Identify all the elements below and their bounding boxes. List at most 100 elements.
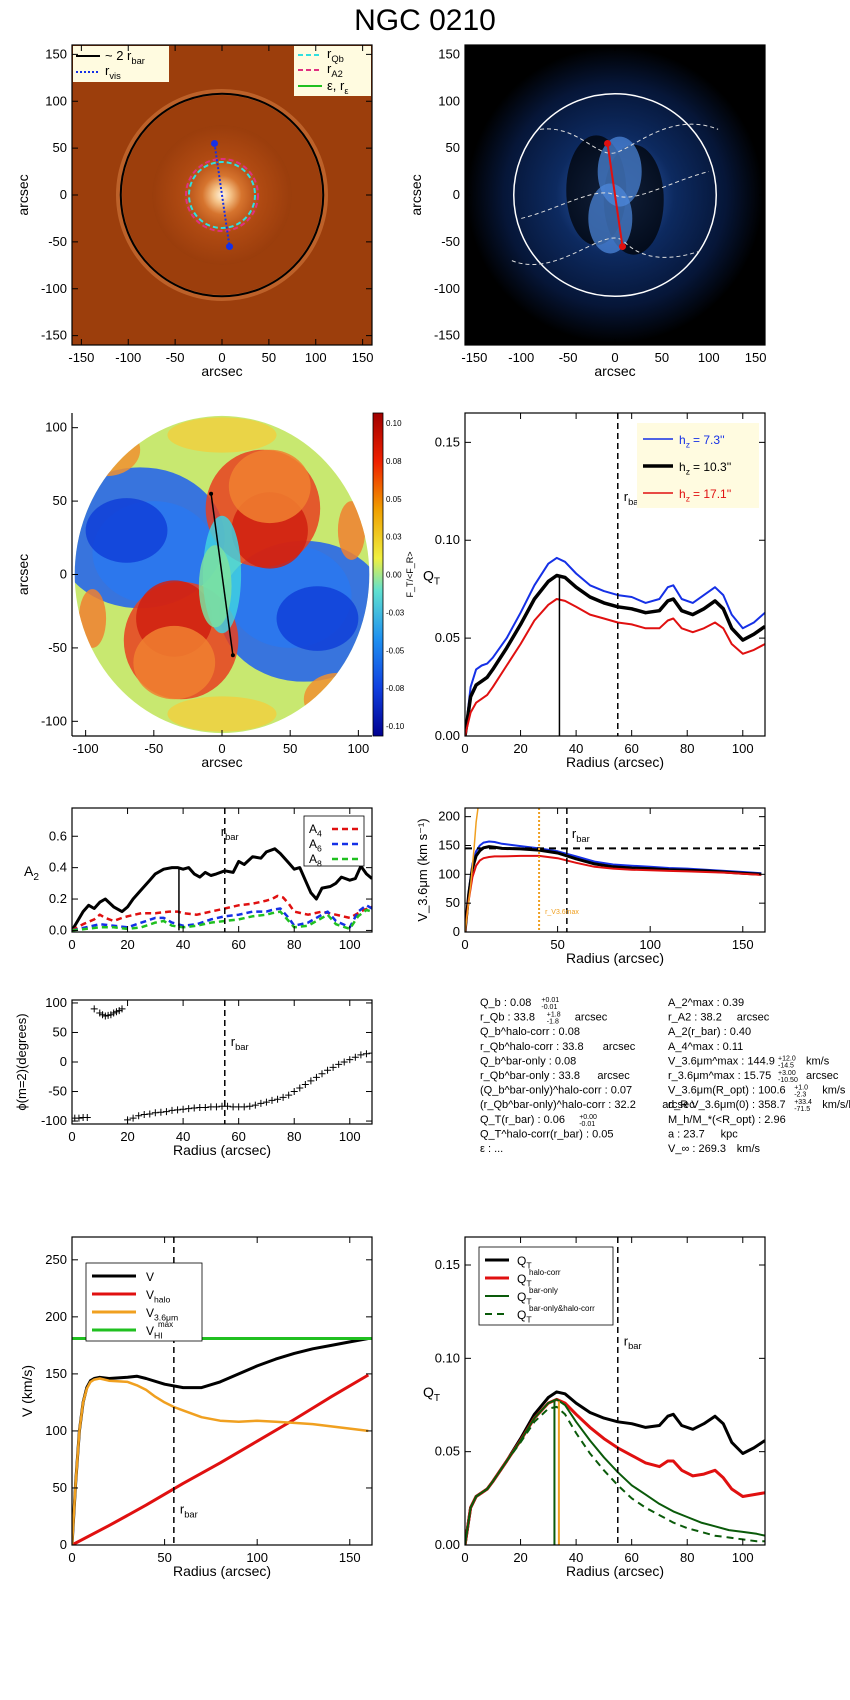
bar-end-marker: [604, 139, 611, 147]
data-point: [75, 1114, 83, 1122]
bar-end-marker: [619, 243, 626, 251]
param-row: ε : ...: [480, 1143, 503, 1155]
x-tick-label: 60: [231, 1129, 245, 1144]
x-tick-label: 150: [745, 350, 767, 365]
y-tick-label: -50: [441, 234, 460, 249]
x-tick-label: 50: [550, 937, 564, 952]
colorbar-tick-label: 0.03: [386, 533, 402, 542]
legend-label: V3.6μm: [146, 1306, 178, 1323]
data-point: [174, 1106, 182, 1114]
param-uncert-plus: +1.8: [547, 1012, 561, 1019]
y-tick-label: 100: [438, 93, 460, 108]
y-axis-label: QT: [423, 1384, 440, 1404]
legend-label: Vhalo: [146, 1288, 171, 1305]
y-tick-label: 200: [45, 1309, 67, 1324]
y-axis-label: arcsec: [15, 174, 31, 215]
x-tick-label: 100: [698, 350, 720, 365]
data-point: [240, 1103, 248, 1111]
series-line: [72, 1373, 370, 1545]
x-tick-label: 20: [513, 1550, 527, 1565]
colorbar-tick-label: -0.08: [386, 684, 405, 693]
data-point: [118, 1005, 126, 1013]
x-tick-label: 150: [352, 350, 374, 365]
galaxy-ring: [116, 89, 328, 301]
param-row: d_R V_3.6μm(0) : 358.7: [668, 1099, 786, 1111]
panel-v36-profile: 0 50 100 150 0 50 100 150 200 Radius (arcsec) rbar…: [415, 807, 766, 966]
colorbar-tick-label: 0.08: [386, 457, 402, 466]
x-tick-label: 0: [68, 1550, 75, 1565]
data-point: [129, 1114, 137, 1122]
colorbar-tick-label: 0.00: [386, 571, 402, 580]
legend-label: QT: [517, 1272, 532, 1289]
panel-qt-corrections: 0 20 40 60 80 100 0.00 0.05 0.10 0.15 Radius (arcs…: [423, 1236, 766, 1579]
data-point: [90, 1005, 98, 1013]
y-tick-label: 0: [453, 924, 460, 939]
bar-circle: [119, 92, 325, 298]
param-row: V_∞ : 269.3: [668, 1143, 726, 1155]
bar-axis: [210, 493, 234, 656]
param-uncert-minus: -0.01: [579, 1121, 595, 1128]
data-point: [318, 1070, 326, 1078]
data-point: [335, 1060, 343, 1068]
plot-area: [465, 1237, 765, 1545]
x-tick-label: 50: [283, 741, 297, 756]
data-point: [157, 1108, 165, 1116]
x-tick-label: 40: [176, 1129, 190, 1144]
rmax-label: r_V3.6max: [545, 909, 579, 916]
legend-label: A4: [309, 822, 322, 839]
x-tick-label: 0: [68, 1129, 75, 1144]
field-region: [74, 423, 141, 477]
bar-end-marker: [226, 243, 233, 251]
y-tick-label: 200: [438, 809, 460, 824]
figure-title: NGC 0210: [354, 4, 496, 37]
x-tick-label: 100: [639, 937, 661, 952]
data-point: [268, 1096, 276, 1104]
y-tick-label: 50: [53, 140, 67, 155]
y-tick-label: -50: [48, 1084, 67, 1099]
plot-frame: [464, 412, 766, 737]
y-tick-label: 0: [453, 187, 460, 202]
data-point: [224, 1102, 232, 1110]
param-unit: arcsec: [662, 1099, 695, 1111]
x-tick-label: 60: [624, 741, 638, 756]
panel-force-map: -100 -100 -50 -50 0 0 50 50 100 100 arcsec arcsec 0.…: [15, 412, 415, 770]
series-line: [465, 598, 765, 736]
y-tick-label: 0.0: [49, 922, 67, 937]
x-tick-label: 20: [120, 1129, 134, 1144]
param-uncert-minus: -1.8: [547, 1019, 559, 1026]
x-tick-label: 40: [176, 937, 190, 952]
x-axis-label: arcsec: [201, 754, 242, 770]
y-tick-label: 0.10: [435, 532, 460, 547]
rbar-label: rbar: [180, 1501, 198, 1519]
series-line: [465, 1405, 765, 1545]
data-point: [279, 1093, 287, 1101]
x-tick-label: 60: [624, 1550, 638, 1565]
param-uncert-plus: +3.00: [778, 1070, 796, 1077]
y-tick-label: 0.6: [49, 828, 67, 843]
param-unit: arcsec: [806, 1070, 839, 1082]
field-region: [303, 672, 370, 726]
y-tick-label: 100: [45, 93, 67, 108]
y-axis-label: QT: [423, 568, 440, 588]
legend-label: rA2: [327, 61, 343, 79]
y-tick-label: -100: [41, 1113, 67, 1128]
legend-label: hz: [679, 460, 690, 477]
param-row: Q_b^bar-only : 0.08: [480, 1055, 576, 1067]
field-region: [133, 625, 216, 700]
x-tick-label: 20: [120, 937, 134, 952]
x-tick-label: 100: [348, 741, 370, 756]
param-uncert-plus: +12.0: [778, 1055, 796, 1062]
x-tick-label: 100: [339, 1129, 361, 1144]
x-tick-label: 0: [218, 350, 225, 365]
y-tick-label: -100: [41, 713, 67, 728]
colorbar-tick-label: -0.03: [386, 608, 405, 617]
bar-end-marker: [209, 491, 214, 496]
series-line: [465, 573, 765, 736]
y-tick-label: -50: [48, 234, 67, 249]
legend-label-sup: max: [158, 1320, 173, 1329]
x-tick-label: 100: [246, 1550, 268, 1565]
field-region: [198, 545, 232, 628]
y-tick-label: 50: [53, 1480, 67, 1495]
y-tick-label: 0.00: [435, 728, 460, 743]
bar-axis: [606, 143, 624, 247]
